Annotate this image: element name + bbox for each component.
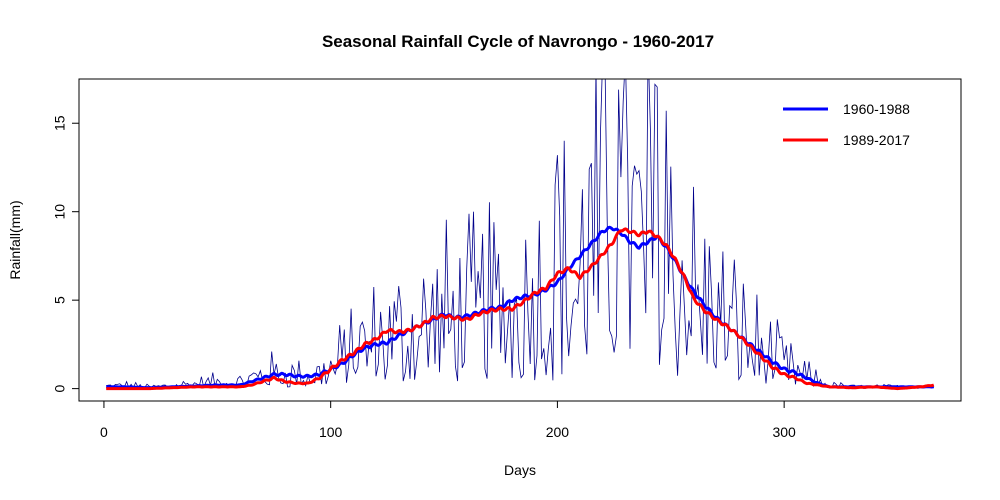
series-line-1989-2017 (105, 227, 935, 391)
legend-label: 1960-1988 (843, 101, 910, 117)
legend-label: 1989-2017 (843, 132, 910, 148)
y-tick-label: 10 (52, 204, 68, 220)
x-tick-label: 300 (772, 424, 796, 440)
smoothed-series-layer (105, 225, 935, 391)
plot-frame (78, 78, 962, 402)
x-tick-label: 100 (319, 424, 343, 440)
y-tick-label: 0 (52, 385, 68, 393)
legend: 1960-1988 1989-2017 (783, 101, 910, 148)
x-axis-label: Days (504, 462, 536, 478)
chart-title: Seasonal Rainfall Cycle of Navrongo - 19… (322, 32, 714, 51)
y-tick-label: 5 (52, 296, 68, 304)
x-axis: 0 100 200 300 (100, 400, 796, 440)
y-axis: 0 5 10 15 (52, 115, 79, 393)
daily-rainfall-line (106, 79, 934, 389)
x-tick-label: 0 (100, 424, 108, 440)
y-tick-label: 15 (52, 115, 68, 131)
y-axis-label: Rainfall(mm) (7, 200, 23, 279)
series-line-1960-1988 (105, 225, 935, 390)
x-tick-label: 200 (546, 424, 570, 440)
daily-rainfall-series (106, 79, 934, 389)
